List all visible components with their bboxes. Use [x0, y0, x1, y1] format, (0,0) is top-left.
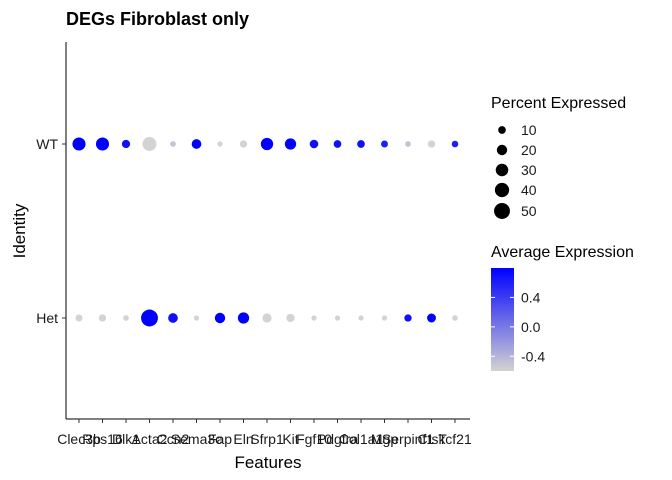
legend-size-label: 20: [521, 142, 537, 158]
legend-size-dot: [495, 163, 509, 177]
dot: [123, 315, 129, 321]
dot: [451, 140, 459, 148]
dot: [357, 140, 365, 148]
dot: [95, 137, 110, 151]
x-tick-label: Sema3c: [171, 431, 222, 447]
dot: [193, 315, 200, 321]
dot: [170, 141, 176, 147]
dot: [121, 139, 131, 149]
dot: [75, 314, 83, 322]
dot: [191, 139, 202, 149]
y-ticks: WT Het: [36, 136, 66, 326]
dot: [334, 315, 341, 321]
x-tick-label: Fap: [208, 431, 232, 447]
dot: [405, 141, 411, 147]
dot: [311, 315, 317, 321]
dot: [427, 313, 436, 323]
x-tick-label: Acta2: [132, 431, 168, 447]
dot: [98, 314, 107, 322]
x-tick-label: Serpinf1: [382, 431, 434, 447]
x-tick-label: Sfrp1: [250, 431, 284, 447]
legend-average-expression: Average Expression -0.4 0.0 0.4: [491, 244, 634, 371]
dot: [309, 139, 319, 149]
legend-size-title: Percent Expressed: [491, 95, 626, 112]
x-tick-label: Col1a1: [339, 431, 384, 447]
chart-title: DEGs Fibroblast only: [66, 9, 249, 29]
x-tick-label: Clec3b: [57, 431, 101, 447]
x-tick-label: Ccn2: [157, 431, 190, 447]
x-axis-title: Features: [234, 453, 301, 472]
legend-size-dot: [498, 126, 506, 134]
x-tick-label: Kit: [282, 431, 298, 447]
dot: [262, 313, 272, 323]
x-tick-label: Fgf10: [296, 431, 332, 447]
dot: [286, 313, 295, 323]
x-tick-label: Pdgfra: [317, 431, 358, 447]
dot: [217, 141, 223, 147]
legend-color-title: Average Expression: [491, 244, 634, 261]
colorbar-tick-label: -0.4: [521, 348, 545, 364]
dot: [404, 314, 412, 322]
dot: [237, 312, 250, 324]
legend-percent-expressed: Percent Expressed 10 20 30 40 50: [491, 95, 626, 219]
legend-size-label: 10: [521, 122, 537, 138]
legend-size-dot: [496, 144, 508, 156]
dot: [168, 313, 178, 323]
legend-size-dot: [494, 182, 510, 198]
dot: [260, 137, 274, 151]
dot: [284, 138, 297, 150]
x-tick-label: Rps16: [82, 431, 123, 447]
legend-size-label: 30: [521, 162, 537, 178]
colorbar-tick-label: 0.4: [521, 289, 541, 305]
dot: [214, 312, 226, 324]
dot: [381, 140, 388, 148]
dot: [239, 140, 248, 148]
dot: [333, 140, 342, 148]
dot: [452, 315, 458, 321]
dot: [381, 315, 388, 321]
y-tick-label: Het: [36, 310, 58, 326]
x-tick-label: Mgp: [371, 431, 398, 447]
legend-size-label: 50: [521, 203, 537, 219]
colorbar-tick-label: 0.0: [521, 319, 541, 335]
x-tick-label: Ctsk: [418, 431, 447, 447]
dot: [427, 140, 436, 148]
legend-size-label: 40: [521, 182, 537, 198]
dot: [141, 309, 158, 327]
dot: [358, 315, 364, 321]
dot: [72, 137, 86, 151]
colorbar: [491, 268, 514, 371]
x-tick-label: Dlk1: [112, 431, 140, 447]
y-tick-label: WT: [36, 136, 58, 152]
dot: [142, 137, 157, 151]
x-tick-label: Eln: [233, 431, 253, 447]
legend-size-dot: [494, 203, 510, 219]
dots: [72, 137, 459, 327]
y-axis-title: Identity: [10, 203, 29, 258]
x-tick-label: Tcf21: [438, 431, 472, 447]
